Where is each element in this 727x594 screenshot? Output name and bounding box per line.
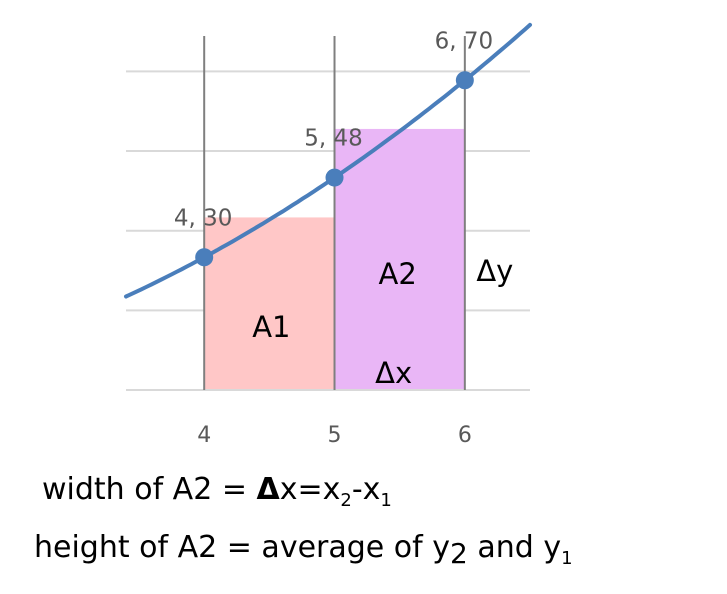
x-tick-label: 5 — [328, 423, 342, 448]
data-point — [325, 168, 344, 187]
caption-x-equals: x=x — [279, 472, 341, 507]
region-a1-label: A1 — [252, 310, 290, 344]
region-a2-label: A2 — [379, 257, 417, 291]
chart: 4, 30 5, 48 6, 70 4 5 6 A1 A2 Δx Δy — [124, 22, 532, 448]
x-tick-label: 4 — [197, 423, 211, 448]
width-caption: width of A2 = Δx=x2-x1 — [42, 472, 727, 511]
region-a2 — [334, 128, 465, 391]
caption-and-y: and y — [467, 530, 562, 565]
caption-minus-x: -x — [351, 472, 381, 507]
caption-sub-2: 2 — [340, 490, 352, 511]
caption-sub-1: 1 — [380, 490, 392, 511]
caption-height-text: height of A2 = average of y — [34, 530, 450, 565]
data-point — [455, 71, 474, 90]
caption-y2-sub: 2 — [450, 537, 468, 570]
data-label: 6, 70 — [435, 28, 494, 54]
delta-y-label: Δy — [476, 254, 513, 288]
data-label: 5, 48 — [304, 126, 363, 152]
height-caption: height of A2 = average of y2 and y1 — [34, 530, 727, 570]
delta-x-label: Δx — [375, 356, 412, 390]
caption-y1-sub: 1 — [561, 548, 573, 569]
data-label: 4, 30 — [174, 205, 233, 231]
caption-delta-symbol: Δ — [256, 472, 280, 507]
x-tick-label: 6 — [458, 423, 472, 448]
caption-width-prefix: width of A2 = — [42, 472, 257, 507]
region-a1 — [204, 217, 335, 390]
data-point — [195, 248, 214, 267]
